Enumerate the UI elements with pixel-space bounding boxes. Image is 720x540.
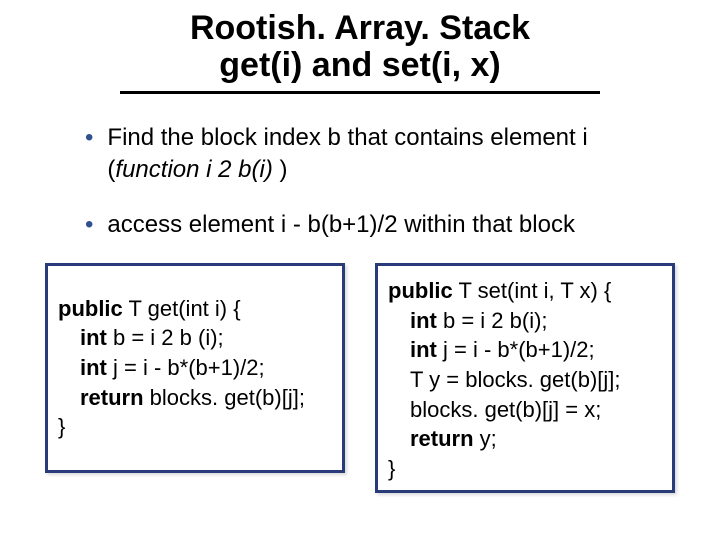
bullet-text: Find the block index b that contains ele… [107,122,670,187]
code-line: int j = i - b*(b+1)/2; [58,353,332,383]
code-line: int b = i 2 b (i); [58,323,332,353]
bullet-item: • access element i - b(b+1)/2 within tha… [85,209,670,241]
bullet-dot-icon: • [85,122,93,154]
code-line: T y = blocks. get(b)[j]; [388,365,662,395]
title-underline [120,91,600,94]
code-keyword: int [410,337,437,362]
code-keyword: public [58,296,123,321]
code-text: T set(int i, T x) { [453,278,612,303]
title-line-2: get(i) and set(i, x) [0,47,720,84]
bullet-item: • Find the block index b that contains e… [85,122,670,187]
code-keyword: int [80,325,107,350]
slide: Rootish. Array. Stack get(i) and set(i, … [0,0,720,540]
code-text: blocks. get(b)[j]; [144,385,305,410]
code-keyword: int [80,355,107,380]
bullet-italic: function i 2 b(i) [115,156,272,183]
code-text: b = i 2 b (i); [107,325,224,350]
code-line: int j = i - b*(b+1)/2; [388,335,662,365]
code-line: public T get(int i) { [58,294,332,324]
code-keyword: return [80,385,144,410]
title-line-1: Rootish. Array. Stack [0,10,720,47]
code-text: j = i - b*(b+1)/2; [437,337,595,362]
code-box-set: public T set(int i, T x) { int b = i 2 b… [375,263,675,493]
bullet-list: • Find the block index b that contains e… [0,122,720,241]
code-text: j = i - b*(b+1)/2; [107,355,265,380]
bullet-post: ) [273,156,288,183]
code-line: public T set(int i, T x) { [388,276,662,306]
code-text: T get(int i) { [123,296,241,321]
code-keyword: public [388,278,453,303]
bullet-dot-icon: • [85,209,93,241]
code-line: blocks. get(b)[j] = x; [388,395,662,425]
code-line: } [58,412,332,442]
code-row: public T get(int i) { int b = i 2 b (i);… [0,263,720,493]
code-keyword: int [410,308,437,333]
code-line: return y; [388,424,662,454]
code-line: } [388,454,662,484]
title-block: Rootish. Array. Stack get(i) and set(i, … [0,0,720,94]
code-text: b = i 2 b(i); [437,308,548,333]
bullet-text: access element i - b(b+1)/2 within that … [107,209,670,241]
bullet-pre: access element i - b(b+1)/2 within that … [107,211,575,238]
code-keyword: return [410,426,474,451]
code-line: return blocks. get(b)[j]; [58,383,332,413]
code-box-get: public T get(int i) { int b = i 2 b (i);… [45,263,345,473]
code-text: y; [474,426,497,451]
code-line: int b = i 2 b(i); [388,306,662,336]
